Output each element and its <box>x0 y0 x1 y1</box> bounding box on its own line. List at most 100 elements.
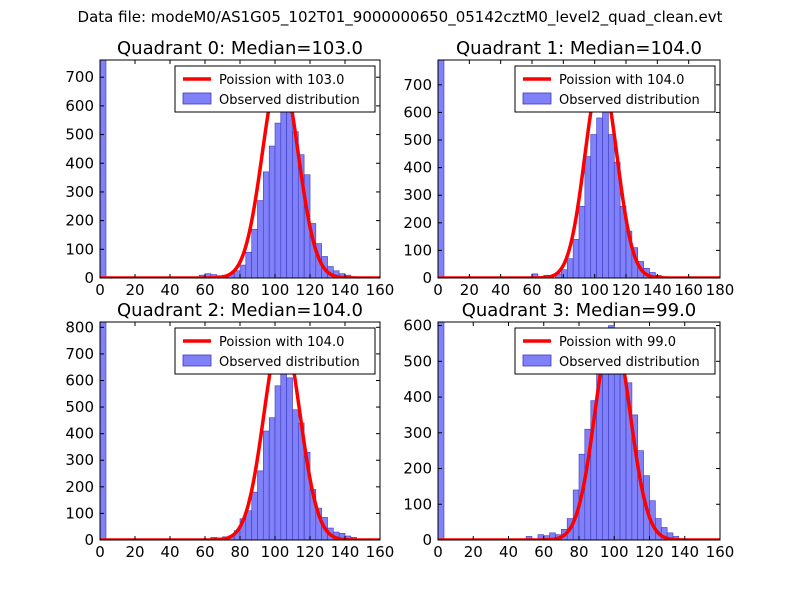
x-tick-label: 20 <box>125 543 144 561</box>
x-tick-label: 140 <box>670 543 699 561</box>
x-tick-label: 20 <box>464 543 483 561</box>
y-tick-label: 100 <box>403 495 432 513</box>
x-tick-label: 20 <box>125 281 144 299</box>
poisson-fit-line <box>438 327 720 540</box>
x-tick-label: 20 <box>460 281 479 299</box>
histogram-bar <box>596 117 603 278</box>
y-tick-label: 600 <box>65 371 94 389</box>
histogram-bar <box>566 258 574 278</box>
x-tick-label: 40 <box>499 543 518 561</box>
y-tick-label: 800 <box>65 318 94 336</box>
subplot-quadrant-3: 0 20 40 60 80 100 120 140 160 0 100 200 300 400 500 600… <box>403 300 734 561</box>
x-tick-label: 80 <box>554 281 573 299</box>
x-tick-label: 160 <box>366 543 395 561</box>
x-tick-label: 120 <box>635 543 664 561</box>
y-tick-label: 0 <box>84 269 94 287</box>
x-tick-label: 160 <box>366 281 395 299</box>
x-tick-label: 160 <box>706 543 735 561</box>
y-tick-label: 200 <box>403 214 432 232</box>
histogram-bar <box>608 134 615 278</box>
x-tick-label: 40 <box>160 543 179 561</box>
y-tick-label: 200 <box>65 478 94 496</box>
y-tick-label: 300 <box>403 186 432 204</box>
y-tick-label: 100 <box>65 240 94 258</box>
subplot-title: Quadrant 1: Median=104.0 <box>456 38 702 59</box>
histogram-bar <box>590 134 597 278</box>
y-tick-label: 200 <box>403 460 432 478</box>
y-tick-label: 400 <box>65 425 94 443</box>
histogram-bar <box>438 322 445 540</box>
legend-bar-swatch <box>182 92 212 105</box>
y-tick-label: 200 <box>65 212 94 230</box>
axes-frame <box>437 59 721 279</box>
y-tick-label: 600 <box>403 317 432 335</box>
y-tick-label: 500 <box>403 131 432 149</box>
legend-bar-label: Observed distribution <box>219 93 360 108</box>
poisson-fit-line <box>100 328 380 540</box>
legend-bar-label: Observed distribution <box>559 355 700 370</box>
x-tick-label: 0 <box>95 543 105 561</box>
x-tick-label: 80 <box>230 543 249 561</box>
x-tick-label: 120 <box>296 281 325 299</box>
legend: Poission with 99.0 Observed distribution <box>514 327 716 375</box>
subplot-quadrant-2: 0 20 40 60 80 100 120 140 160 0 100 200 300 400 500 600… <box>65 300 394 561</box>
x-tick-label: 180 <box>706 281 735 299</box>
histogram-bar <box>239 264 247 278</box>
y-tick-label: 700 <box>65 345 94 363</box>
y-tick-label: 400 <box>403 388 432 406</box>
subplot-title: Quadrant 3: Median=99.0 <box>462 300 697 321</box>
legend-bar-swatch <box>522 354 552 367</box>
y-tick-label: 400 <box>65 154 94 172</box>
y-tick-label: 0 <box>422 531 432 549</box>
y-tick-label: 300 <box>403 424 432 442</box>
x-tick-label: 100 <box>580 281 609 299</box>
x-tick-label: 40 <box>160 281 179 299</box>
poisson-fit-line <box>100 68 380 278</box>
legend-curve-label: Poission with 104.0 <box>559 73 684 88</box>
y-tick-label: 700 <box>65 68 94 86</box>
x-tick-label: 40 <box>491 281 510 299</box>
x-tick-label: 0 <box>433 281 443 299</box>
histogram-bar <box>245 251 252 278</box>
x-tick-label: 140 <box>643 281 672 299</box>
histogram-bars <box>438 60 668 278</box>
histogram-bar <box>578 205 586 278</box>
legend-bar-swatch <box>182 354 212 367</box>
x-tick-label: 160 <box>674 281 703 299</box>
figure-suptitle: Data file: modeM0/AS1G05_102T01_90000006… <box>77 8 723 26</box>
x-tick-label: 140 <box>331 543 360 561</box>
histogram-bar <box>257 200 264 278</box>
histogram-bar <box>268 417 276 540</box>
subplot-title: Quadrant 2: Median=104.0 <box>117 300 363 321</box>
y-tick-label: 600 <box>65 97 94 115</box>
legend: Poission with 103.0 Observed distribution <box>174 65 376 113</box>
histogram-bar <box>268 145 276 278</box>
histogram-bar <box>280 345 287 540</box>
legend: Poission with 104.0 Observed distribution <box>514 65 716 113</box>
histogram-bar <box>561 269 568 278</box>
legend-curve-label: Poission with 103.0 <box>219 73 344 88</box>
histogram-bar <box>292 409 299 540</box>
subplot-quadrant-1: 0 20 40 60 80 100 120 140 160 1800100200300400500… <box>403 38 734 299</box>
histogram-bar <box>262 430 270 540</box>
y-tick-label: 700 <box>403 76 432 94</box>
histogram-bar <box>584 156 592 278</box>
legend-bar-label: Observed distribution <box>559 93 700 108</box>
histogram-bar <box>257 470 264 540</box>
y-tick-label: 0 <box>422 269 432 287</box>
x-tick-label: 0 <box>433 543 443 561</box>
x-tick-label: 60 <box>195 281 214 299</box>
x-tick-label: 80 <box>569 543 588 561</box>
x-tick-label: 80 <box>230 281 249 299</box>
x-tick-label: 120 <box>296 543 325 561</box>
x-tick-label: 60 <box>522 281 541 299</box>
legend: Poission with 104.0 Observed distribution <box>174 327 376 375</box>
y-tick-label: 0 <box>84 531 94 549</box>
x-tick-label: 100 <box>261 543 290 561</box>
histogram-bar <box>251 491 258 540</box>
legend-bar-label: Observed distribution <box>219 355 360 370</box>
histogram-bar <box>286 377 293 540</box>
histogram-bar <box>274 385 282 540</box>
x-tick-label: 100 <box>600 543 629 561</box>
